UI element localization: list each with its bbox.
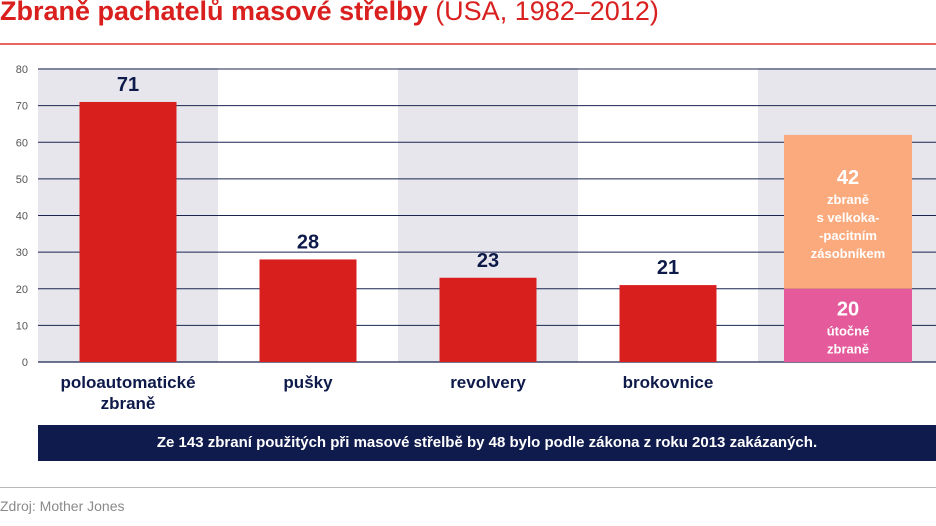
bar-value-label: 23: [477, 250, 499, 272]
bar-chart: 0 10 20 30 40 50 60 70 80 71 poloautomatické zbraně…: [16, 64, 936, 413]
y-tick-label: 10: [16, 320, 28, 332]
y-tick-label: 30: [16, 247, 28, 259]
stacked-segment: [784, 288, 912, 362]
segment-label: s velkoka-: [817, 210, 880, 225]
segment-label: zbraně: [827, 192, 869, 207]
bar-value-label: 21: [657, 257, 679, 279]
category-label: zbraně: [101, 394, 156, 413]
category-label: poloautomatické: [60, 373, 195, 392]
title-main: Zbraně pachatelů masové střelby: [0, 0, 428, 26]
segment-value-label: 20: [837, 298, 859, 320]
y-tick-label: 60: [16, 137, 28, 149]
segment-label: zásobníkem: [811, 246, 885, 261]
bar: [79, 101, 177, 363]
category-label: pušky: [283, 373, 333, 392]
source-note: Zdroj: Mother Jones: [0, 498, 125, 514]
segment-label: útočné: [827, 323, 870, 338]
segment-value-label: 42: [837, 167, 859, 189]
title-subtitle: (USA, 1982–2012): [435, 0, 659, 26]
bar: [619, 285, 717, 362]
category-label: revolvery: [450, 373, 526, 392]
category-label: brokovnice: [623, 373, 714, 392]
chart-title: Zbraně pachatelů masové střelby (USA, 19…: [0, 0, 659, 28]
footer-divider: [0, 487, 936, 488]
segment-label: zbraně: [827, 341, 869, 356]
segment-label: -pacitním: [819, 228, 877, 243]
y-tick-label: 40: [16, 211, 28, 223]
y-tick-label: 70: [16, 101, 28, 113]
summary-banner: Ze 143 zbraní použitých při masové střel…: [38, 425, 936, 461]
y-tick-label: 50: [16, 174, 28, 186]
bar: [439, 277, 537, 362]
title-divider: [0, 43, 936, 45]
bar-value-label: 28: [297, 231, 319, 253]
bar-value-label: 71: [117, 74, 139, 96]
bar: [259, 259, 357, 362]
y-tick-label: 80: [16, 64, 28, 76]
y-tick-label: 20: [16, 284, 28, 296]
y-tick-label: 0: [22, 357, 28, 369]
stacked-segment: [784, 134, 912, 289]
